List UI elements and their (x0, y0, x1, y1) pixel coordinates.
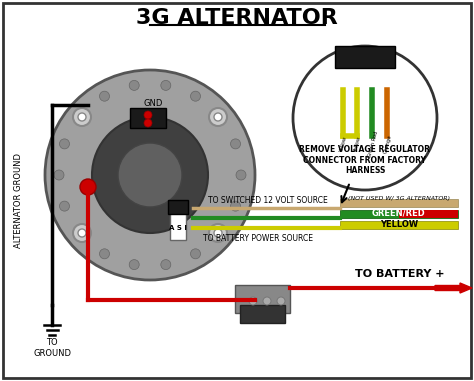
Text: TO BATTERY +: TO BATTERY + (355, 269, 445, 279)
Bar (399, 210, 458, 218)
Circle shape (144, 111, 152, 119)
Text: YELLOW: YELLOW (380, 219, 418, 229)
Circle shape (73, 108, 91, 126)
Text: (NOT USED W/ 3G ALTERNATOR): (NOT USED W/ 3G ALTERNATOR) (348, 195, 450, 200)
Circle shape (75, 229, 85, 239)
Circle shape (80, 179, 96, 195)
Text: ALTERNATOR GROUND: ALTERNATOR GROUND (13, 152, 22, 248)
Circle shape (75, 112, 85, 122)
Circle shape (236, 170, 246, 180)
Circle shape (214, 113, 222, 121)
Text: Green Rod: Green Rod (367, 130, 379, 158)
Bar (340, 221, 458, 229)
Circle shape (129, 80, 139, 90)
Circle shape (230, 201, 240, 211)
Text: 3G ALTERNATOR: 3G ALTERNATOR (136, 8, 338, 28)
Circle shape (209, 108, 227, 126)
Circle shape (45, 70, 255, 280)
Circle shape (73, 224, 91, 242)
Text: TO BATTERY POWER SOURCE: TO BATTERY POWER SOURCE (203, 234, 313, 242)
Circle shape (215, 229, 225, 239)
FancyArrow shape (435, 283, 472, 293)
Circle shape (215, 112, 225, 122)
Circle shape (78, 229, 86, 237)
Bar (340, 210, 458, 218)
Circle shape (209, 224, 227, 242)
Circle shape (277, 297, 285, 305)
Text: REMOVE VOLTAGE REGULATOR
CONNECTOR FROM FACTORY
HARNESS: REMOVE VOLTAGE REGULATOR CONNECTOR FROM … (300, 145, 430, 175)
Text: GND: GND (143, 99, 163, 107)
Circle shape (78, 113, 86, 121)
Text: Orange: Orange (383, 134, 393, 154)
Text: GREEN/RED: GREEN/RED (372, 208, 426, 218)
Circle shape (100, 91, 109, 101)
Bar (340, 199, 458, 207)
Bar (235, 285, 290, 313)
Text: TO SWITCHED 12 VOLT SOURCE: TO SWITCHED 12 VOLT SOURCE (208, 195, 328, 205)
Circle shape (161, 259, 171, 270)
Circle shape (92, 117, 208, 233)
Bar (335, 46, 395, 68)
Circle shape (60, 139, 70, 149)
Circle shape (161, 80, 171, 90)
Bar (240, 305, 285, 323)
Circle shape (230, 139, 240, 149)
Circle shape (249, 297, 257, 305)
Bar (168, 200, 188, 214)
Text: A S I: A S I (169, 225, 187, 231)
Circle shape (191, 249, 201, 259)
Circle shape (60, 201, 70, 211)
Circle shape (191, 91, 201, 101)
Text: TO
GROUND: TO GROUND (33, 338, 71, 359)
Circle shape (118, 143, 182, 207)
Bar (170, 202, 186, 240)
Circle shape (129, 259, 139, 270)
Bar (130, 108, 166, 128)
Text: Yellow: Yellow (339, 136, 348, 152)
Circle shape (293, 46, 437, 190)
Circle shape (54, 170, 64, 180)
Circle shape (100, 249, 109, 259)
Circle shape (144, 119, 152, 127)
Circle shape (263, 297, 271, 305)
Circle shape (214, 229, 222, 237)
Text: Yellow: Yellow (354, 136, 363, 152)
